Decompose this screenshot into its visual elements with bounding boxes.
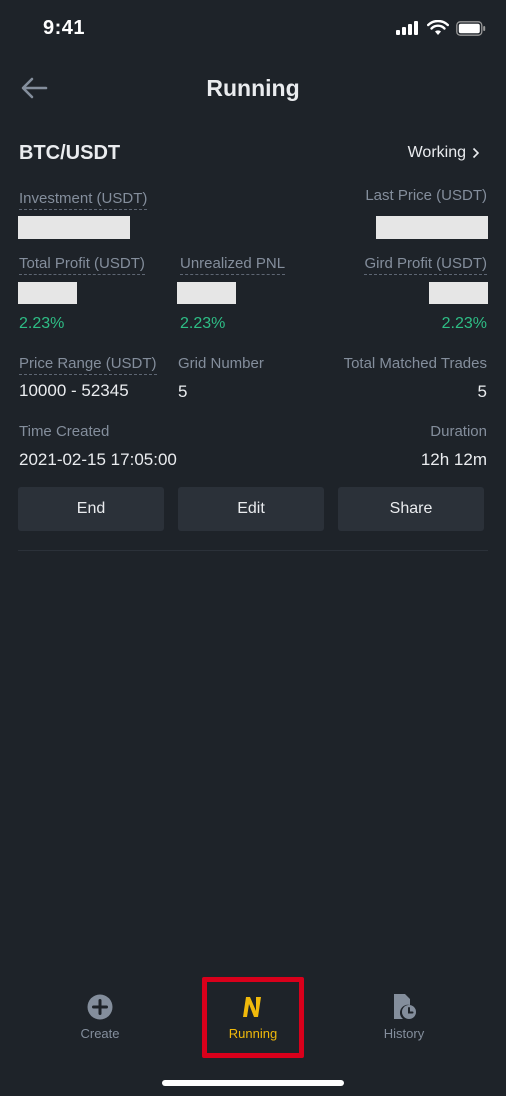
unrealized-pnl-percent: 2.23% <box>180 315 226 332</box>
price-range-value: 10000 - 52345 <box>19 381 129 400</box>
unrealized-pnl-value-redacted <box>177 282 236 304</box>
section-divider <box>18 550 488 551</box>
matched-trades-label: Total Matched Trades <box>343 355 487 372</box>
total-profit-label[interactable]: Total Profit (USDT) <box>19 255 145 275</box>
grid-profit-label[interactable]: Gird Profit (USDT) <box>364 255 487 275</box>
tab-create[interactable]: Create <box>50 980 150 1060</box>
tab-history[interactable]: History <box>354 980 454 1060</box>
plus-circle-icon <box>87 994 113 1020</box>
total-profit-percent: 2.23% <box>19 315 65 332</box>
tab-history-label: History <box>383 1026 425 1041</box>
status-icons <box>396 20 486 36</box>
last-price-label: Last Price (USDT) <box>365 187 487 204</box>
running-bot-icon <box>243 997 261 1017</box>
bot-status-text: Working <box>407 144 466 161</box>
wifi-icon <box>427 20 449 35</box>
matched-trades-value: 5 <box>477 382 487 401</box>
duration-value: 12h 12m <box>420 450 487 469</box>
unrealized-pnl-label[interactable]: Unrealized PNL <box>180 255 286 275</box>
time-created-label: Time Created <box>19 423 110 440</box>
home-indicator <box>162 1080 344 1086</box>
trading-pair: BTC/USDT <box>19 142 121 164</box>
grid-profit-percent: 2.23% <box>441 315 487 332</box>
grid-profit-value-redacted <box>429 282 488 304</box>
tab-running-label: Running <box>228 1026 278 1041</box>
time-created-value: 2021-02-15 17:05:00 <box>19 450 177 469</box>
battery-icon <box>456 20 486 36</box>
back-arrow-icon <box>21 77 48 99</box>
investment-label[interactable]: Investment (USDT) <box>19 190 148 210</box>
chevron-right-icon <box>472 147 480 159</box>
price-range-label[interactable]: Price Range (USDT) <box>19 355 157 375</box>
page-title: Running <box>206 75 300 101</box>
tab-create-label: Create <box>80 1026 120 1041</box>
grid-number-label: Grid Number <box>178 355 264 372</box>
grid-number-value: 5 <box>178 382 188 401</box>
bottom-tab-bar: Create Running History <box>0 980 506 1060</box>
share-button[interactable]: Share <box>338 487 484 531</box>
cellular-signal-icon <box>396 21 418 35</box>
duration-label: Duration <box>430 423 487 440</box>
back-button[interactable] <box>20 74 52 102</box>
last-price-value-redacted <box>376 216 488 239</box>
total-profit-value-redacted <box>18 282 77 304</box>
status-bar: 9:41 <box>0 0 506 56</box>
end-button[interactable]: End <box>18 487 164 531</box>
nav-header: Running <box>0 64 506 114</box>
status-time: 9:41 <box>43 17 86 39</box>
bot-status-link[interactable]: Working <box>408 144 480 162</box>
history-icon <box>394 994 416 1019</box>
edit-button[interactable]: Edit <box>178 487 324 531</box>
tab-running[interactable]: Running <box>203 980 303 1060</box>
investment-value-redacted <box>18 216 130 239</box>
